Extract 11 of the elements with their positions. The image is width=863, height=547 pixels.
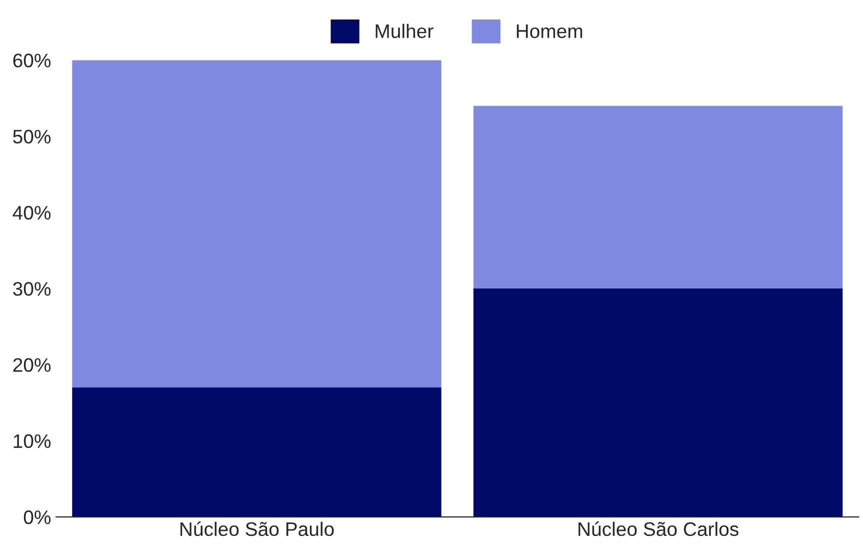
y-tick-label: 50% — [13, 130, 51, 144]
x-tick-label: Núcleo São Paulo — [180, 522, 334, 536]
y-tick-label: 10% — [14, 434, 51, 448]
x-tick-label: Núcleo São Carlos — [578, 522, 738, 536]
y-tick-label: 40% — [12, 206, 51, 220]
y-tick-label: 60% — [13, 54, 51, 68]
y-tick-label: 0% — [24, 510, 51, 524]
y-tick-label: 20% — [13, 358, 51, 372]
legend-label: Mulher — [376, 24, 434, 38]
legend-label: Homem — [516, 24, 582, 38]
y-tick-label: 30% — [13, 282, 51, 296]
